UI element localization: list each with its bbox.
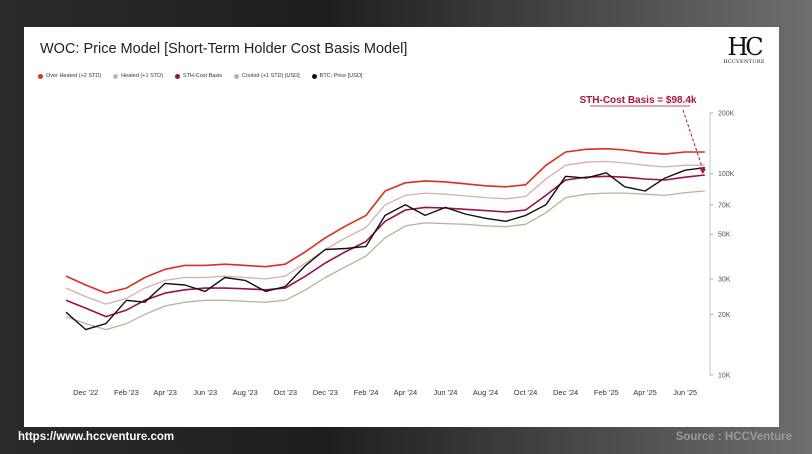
legend-label: BTC: Price [USD] [319, 73, 363, 79]
x-tick-label: Aug '23 [233, 388, 258, 397]
series-line [65, 190, 705, 331]
plot-area: 200K 100K 70K 50K 30K 20K 10K Dec '22 Feb '23 Apr… [65, 95, 735, 397]
chart-legend: Over Heated (+2 STD) Heated (+1 STD) STH-C… [38, 73, 362, 79]
legend-swatch [311, 73, 317, 79]
y-tick-label: 50K [718, 232, 731, 239]
x-tick-label: Apr '23 [153, 388, 177, 397]
legend-swatch [38, 73, 43, 79]
x-tick-label: Apr '24 [394, 388, 418, 397]
x-tick-label: Feb '25 [594, 388, 619, 397]
hccventure-logo: HC HCCVENTURE [723, 35, 765, 71]
y-tick-label: 100K [718, 171, 735, 178]
legend-item: Over Heated (+2 STD) [38, 73, 101, 79]
legend-label: Heated (+1 STD) [121, 73, 163, 79]
logo-wordmark: HCCVENTURE [723, 59, 765, 65]
logo-mark: HC [727, 33, 763, 61]
x-tick-label: Oct '23 [274, 388, 298, 397]
y-tick-label: 200K [718, 111, 735, 118]
legend-label: Cooled (+1 STD) [USD] [242, 73, 300, 79]
x-tick-label: Feb '23 [114, 388, 139, 397]
series-line [65, 160, 705, 305]
x-tick-label: Jun '23 [193, 388, 217, 397]
legend-swatch [234, 73, 240, 79]
legend-item: Cooled (+1 STD) [USD] [234, 73, 300, 79]
annotation-arrow [682, 109, 704, 170]
annotation-arrowhead [698, 167, 706, 175]
y-tick-label: 70K [718, 202, 731, 209]
series-line [65, 147, 705, 294]
x-tick-label: Aug '24 [473, 388, 498, 397]
y-tick-label: 10K [718, 373, 731, 380]
footer-url[interactable]: https://www.hccventure.com [18, 431, 175, 443]
annotation-label: STH-Cost Basis = $98.4k [580, 95, 697, 106]
x-tick-label: Feb '24 [354, 388, 379, 397]
legend-item: STH-Cost Basis [174, 73, 223, 79]
chart-title: WOC: Price Model [Short-Term Holder Cost… [40, 41, 408, 57]
x-tick-label: Apr '25 [633, 388, 657, 397]
x-tick-label: Dec '22 [73, 388, 98, 397]
legend-swatch [113, 73, 119, 79]
legend-item: Heated (+1 STD) [113, 73, 163, 79]
legend-item: BTC: Price [USD] [311, 73, 363, 79]
x-tick-label: Dec '23 [313, 388, 338, 397]
x-tick-label: Jun '25 [673, 388, 697, 397]
legend-swatch [174, 73, 180, 79]
x-tick-label: Dec '24 [553, 388, 578, 397]
y-tick-label: 20K [718, 312, 731, 319]
y-tick-label: 30K [718, 276, 731, 283]
series-line [65, 174, 705, 318]
series-line [65, 167, 705, 331]
legend-label: Over Heated (+2 STD) [46, 73, 102, 79]
x-tick-label: Jun '24 [434, 388, 458, 397]
legend-label: STH-Cost Basis [182, 73, 223, 79]
x-tick-label: Oct '24 [514, 388, 538, 397]
chart-card: WOC: Price Model [Short-Term Holder Cost… [24, 27, 779, 427]
footer-source: Source : HCCVenture [675, 431, 792, 443]
